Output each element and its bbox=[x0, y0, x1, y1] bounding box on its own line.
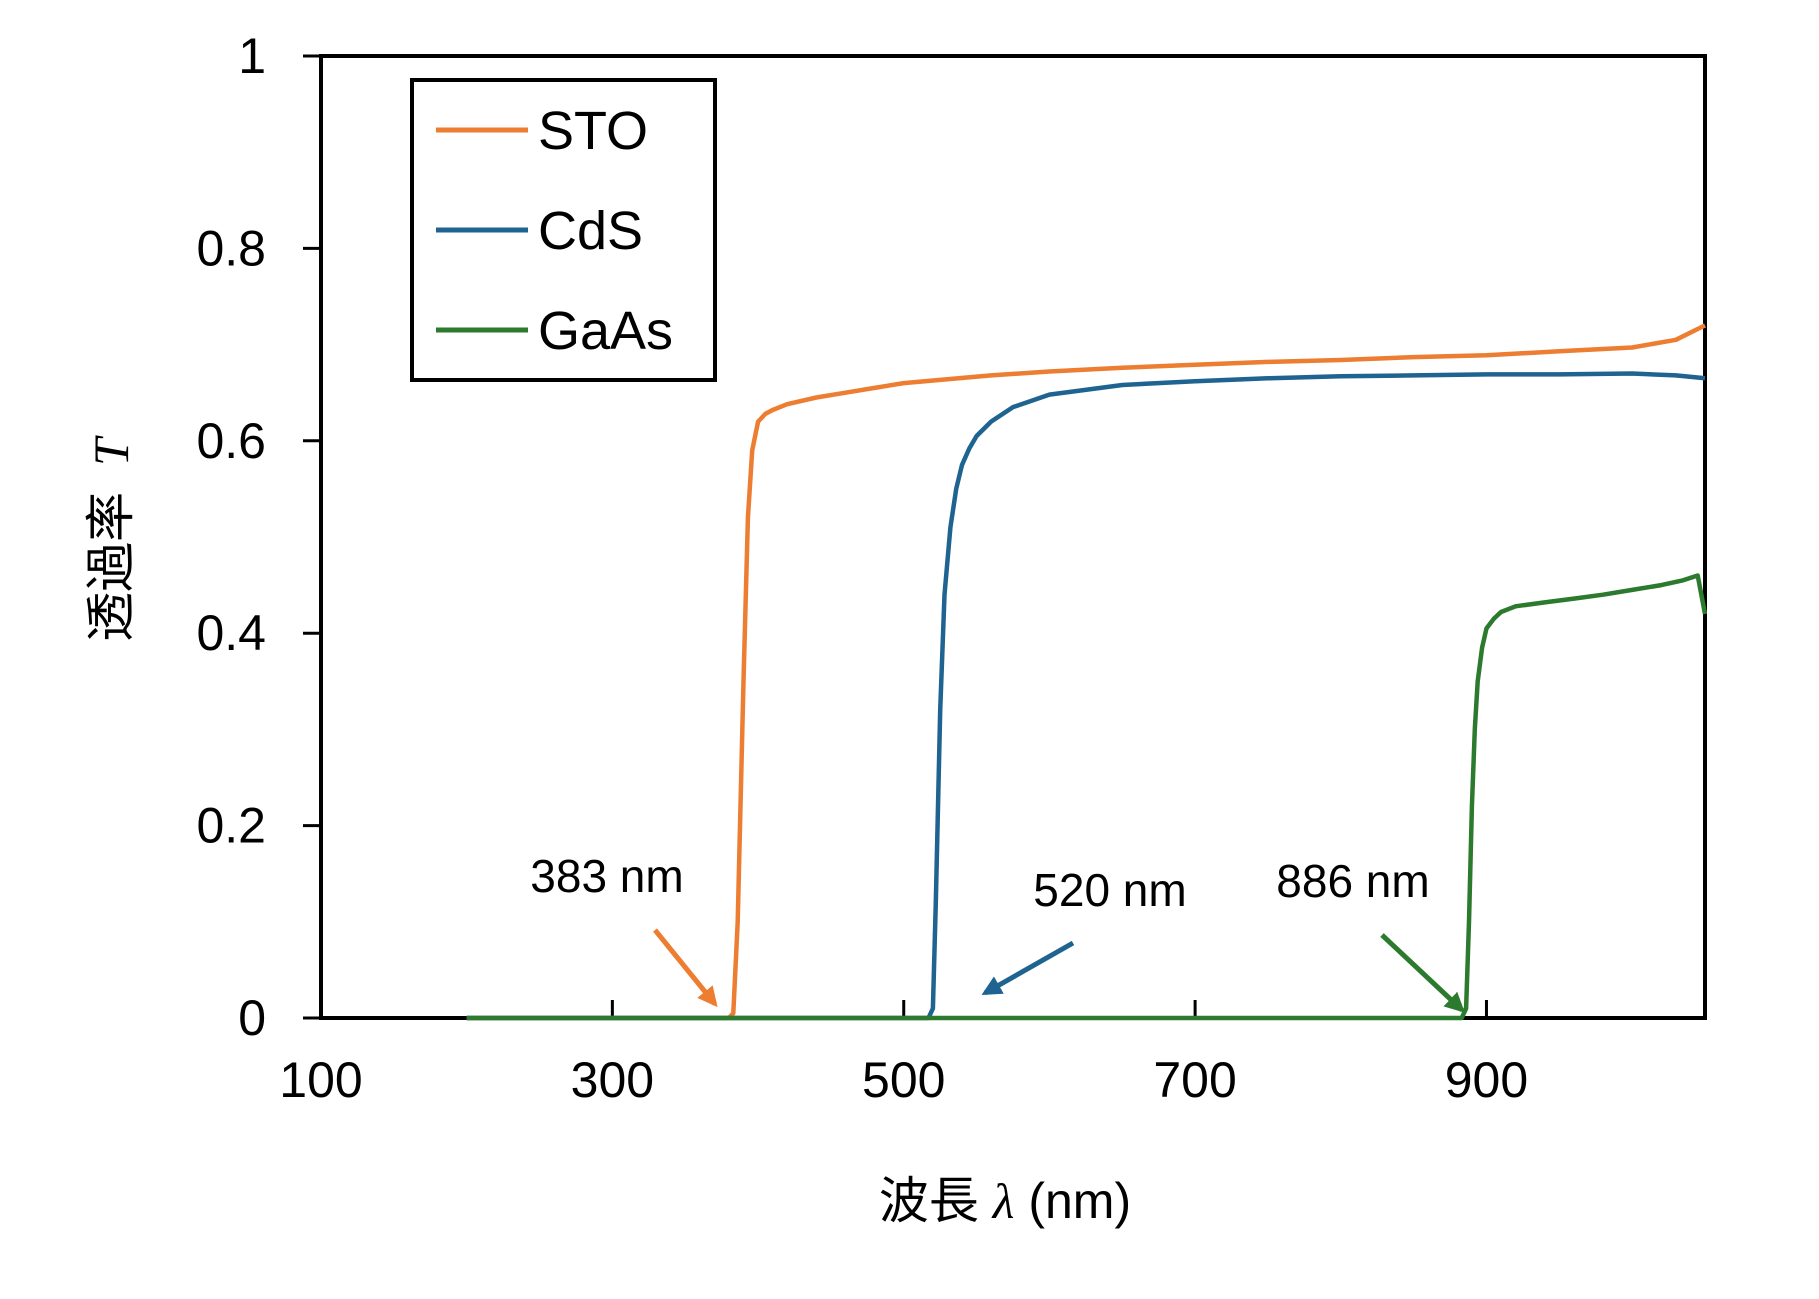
y-axis-title: 透過率 T bbox=[83, 435, 139, 642]
series-line-sto bbox=[466, 323, 1706, 1021]
x-axis-title-prefix: 波長 bbox=[879, 1173, 979, 1229]
y-tick-label: 1 bbox=[238, 28, 266, 84]
annotation-layer: 383 nm 520 nm 886 nm bbox=[530, 850, 1465, 1013]
annotation-arrow bbox=[981, 940, 1075, 996]
y-tick-label: 0.4 bbox=[196, 605, 266, 661]
series-line-gaas bbox=[466, 573, 1708, 1021]
y-tick-label: 0.2 bbox=[196, 798, 266, 854]
x-tick-label: 300 bbox=[571, 1052, 654, 1108]
axis-ticks: 100 300 500 700 900 0 0.2 0.4 0.6 0.8 1 bbox=[196, 28, 1528, 1108]
series-line-cds bbox=[466, 371, 1706, 1021]
x-tick-label: 700 bbox=[1153, 1052, 1236, 1108]
annotation-arrow bbox=[653, 928, 718, 1008]
y-tick-label: 0.8 bbox=[196, 220, 266, 276]
x-axis-title-unit: (nm) bbox=[1028, 1173, 1131, 1229]
y-tick-label: 0.6 bbox=[196, 413, 266, 469]
x-tick-label: 100 bbox=[279, 1052, 362, 1108]
legend-label-sto: STO bbox=[538, 101, 648, 161]
legend-label-gaas: GaAs bbox=[538, 301, 673, 361]
legend: STO CdS GaAs bbox=[410, 78, 717, 382]
x-axis-title: 波長 λ (nm) bbox=[879, 1173, 1131, 1229]
series-layer bbox=[466, 323, 1708, 1021]
annotation-label: 886 nm bbox=[1276, 855, 1429, 907]
legend-label-cds: CdS bbox=[538, 201, 643, 261]
y-axis-title-symbol: T bbox=[83, 435, 139, 466]
annotation-label: 520 nm bbox=[1033, 864, 1186, 916]
y-tick-label: 0 bbox=[238, 990, 266, 1046]
x-tick-label: 900 bbox=[1445, 1052, 1528, 1108]
x-tick-label: 500 bbox=[862, 1052, 945, 1108]
y-axis-title-prefix: 透過率 bbox=[83, 492, 139, 642]
annotation-arrow bbox=[1380, 933, 1465, 1013]
x-axis-title-symbol: λ bbox=[991, 1173, 1015, 1229]
annotation-label: 383 nm bbox=[530, 850, 683, 902]
